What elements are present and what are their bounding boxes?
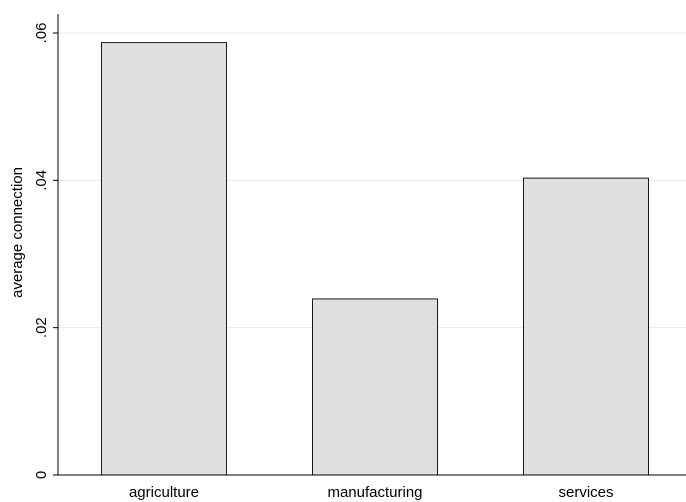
- x-category-label: agriculture: [129, 484, 199, 501]
- bar-manufacturing: [312, 298, 438, 476]
- y-tick-label: .06: [33, 23, 50, 44]
- x-category-labels: agriculture manufacturing services: [129, 484, 614, 501]
- bars: [101, 42, 649, 476]
- bar-agriculture: [101, 42, 227, 476]
- x-category-label: services: [558, 484, 613, 501]
- x-category-label: manufacturing: [327, 484, 422, 501]
- y-tick-label: .02: [33, 317, 50, 338]
- bar-services: [523, 177, 649, 476]
- y-tick-label: 0: [33, 471, 50, 479]
- y-ticks: 0 .02 .04 .06: [33, 23, 58, 479]
- y-tick-label: .04: [33, 170, 50, 191]
- y-axis-title: average connection: [9, 167, 26, 298]
